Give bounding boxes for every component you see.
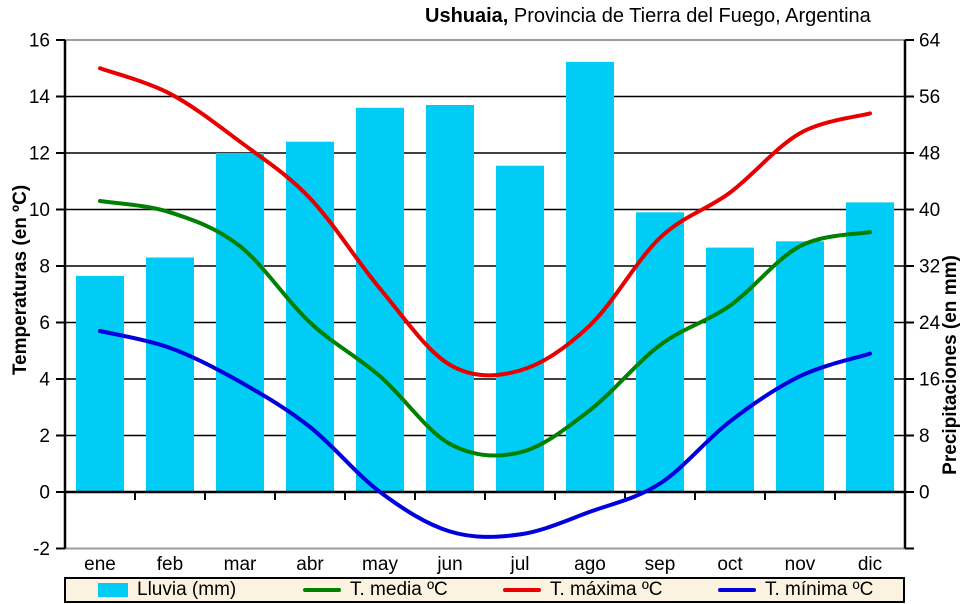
x-tick-label-ene: ene bbox=[84, 554, 116, 575]
bar-mar bbox=[216, 153, 264, 492]
bar-jul bbox=[496, 165, 544, 492]
t-maxima-line-icon bbox=[503, 588, 541, 592]
t-media-line-icon bbox=[303, 588, 341, 592]
x-tick-label-jul: jul bbox=[509, 554, 529, 575]
y-left-tick-label--2: -2 bbox=[33, 539, 50, 560]
bar-nov bbox=[776, 241, 824, 492]
x-tick-label-jun: jun bbox=[436, 554, 462, 575]
y-left-tick-label-0: 0 bbox=[39, 483, 50, 504]
y-left-tick-label-10: 10 bbox=[29, 200, 50, 221]
t-maxima-line bbox=[98, 66, 872, 378]
bar-feb bbox=[146, 257, 194, 492]
y-right-tick-label-16: 16 bbox=[919, 370, 940, 391]
legend-item-t-maxima: T. máxima ºC bbox=[503, 579, 663, 601]
x-tick-label-dic: dic bbox=[858, 554, 882, 575]
x-tick-label-nov: nov bbox=[785, 554, 816, 575]
legend-label-t-minima: T. mínima ºC bbox=[765, 579, 874, 600]
x-tick-label-abr: abr bbox=[296, 554, 324, 575]
legend-item-t-minima: T. mínima ºC bbox=[718, 579, 873, 601]
x-tick-label-feb: feb bbox=[157, 554, 183, 575]
legend-item-lluvia: Lluvia (mm) bbox=[98, 579, 236, 601]
lluvia-swatch-icon bbox=[98, 583, 128, 597]
y-right-tick-label-8: 8 bbox=[919, 426, 930, 447]
y-left-tick-label-12: 12 bbox=[29, 144, 50, 165]
t-minima-line bbox=[98, 329, 872, 539]
x-tick-label-may: may bbox=[362, 554, 398, 575]
y-left-tick-label-8: 8 bbox=[39, 257, 50, 278]
y-left-tick-label-14: 14 bbox=[29, 87, 51, 108]
y-left-tick-label-2: 2 bbox=[39, 426, 50, 447]
y-right-tick-label-48: 48 bbox=[919, 144, 940, 165]
y-right-tick-label-24: 24 bbox=[919, 313, 941, 334]
bar-dic bbox=[846, 202, 894, 492]
legend-label-t-maxima: T. máxima ºC bbox=[550, 579, 663, 600]
y-right-tick-label-0: 0 bbox=[919, 483, 930, 504]
x-tick-label-mar: mar bbox=[224, 554, 257, 575]
t-minima-line-icon bbox=[718, 588, 756, 592]
legend-label-t-media: T. media ºC bbox=[350, 579, 448, 600]
y-left-tick-label-6: 6 bbox=[39, 313, 50, 334]
chart-title: Ushuaia, Provincia de Tierra del Fuego, … bbox=[425, 5, 871, 28]
legend: Lluvia (mm) T. media ºC T. máxima ºC T. … bbox=[64, 577, 905, 603]
y-right-tick-label-40: 40 bbox=[919, 200, 940, 221]
legend-label-lluvia: Lluvia (mm) bbox=[137, 579, 237, 600]
chart-title-region: Provincia de Tierra del Fuego, Argentina bbox=[508, 5, 871, 27]
x-tick-label-sep: sep bbox=[645, 554, 676, 575]
bar-oct bbox=[706, 247, 754, 492]
x-tick-label-oct: oct bbox=[717, 554, 743, 575]
bar-ene bbox=[76, 275, 124, 492]
x-tick-label-ago: ago bbox=[574, 554, 606, 575]
y-left-tick-label-4: 4 bbox=[39, 370, 50, 391]
bar-jun bbox=[426, 105, 474, 492]
bar-may bbox=[356, 107, 404, 493]
bar-ago bbox=[566, 61, 614, 493]
legend-item-t-media: T. media ºC bbox=[303, 579, 448, 601]
y-left-tick-label-16: 16 bbox=[29, 31, 50, 52]
y-right-tick-label-56: 56 bbox=[919, 87, 940, 108]
chart-title-place: Ushuaia, bbox=[425, 5, 509, 27]
t-media-line bbox=[98, 199, 872, 458]
y-right-tick-label-64: 64 bbox=[919, 31, 941, 52]
y-right-tick-label-32: 32 bbox=[919, 257, 940, 278]
